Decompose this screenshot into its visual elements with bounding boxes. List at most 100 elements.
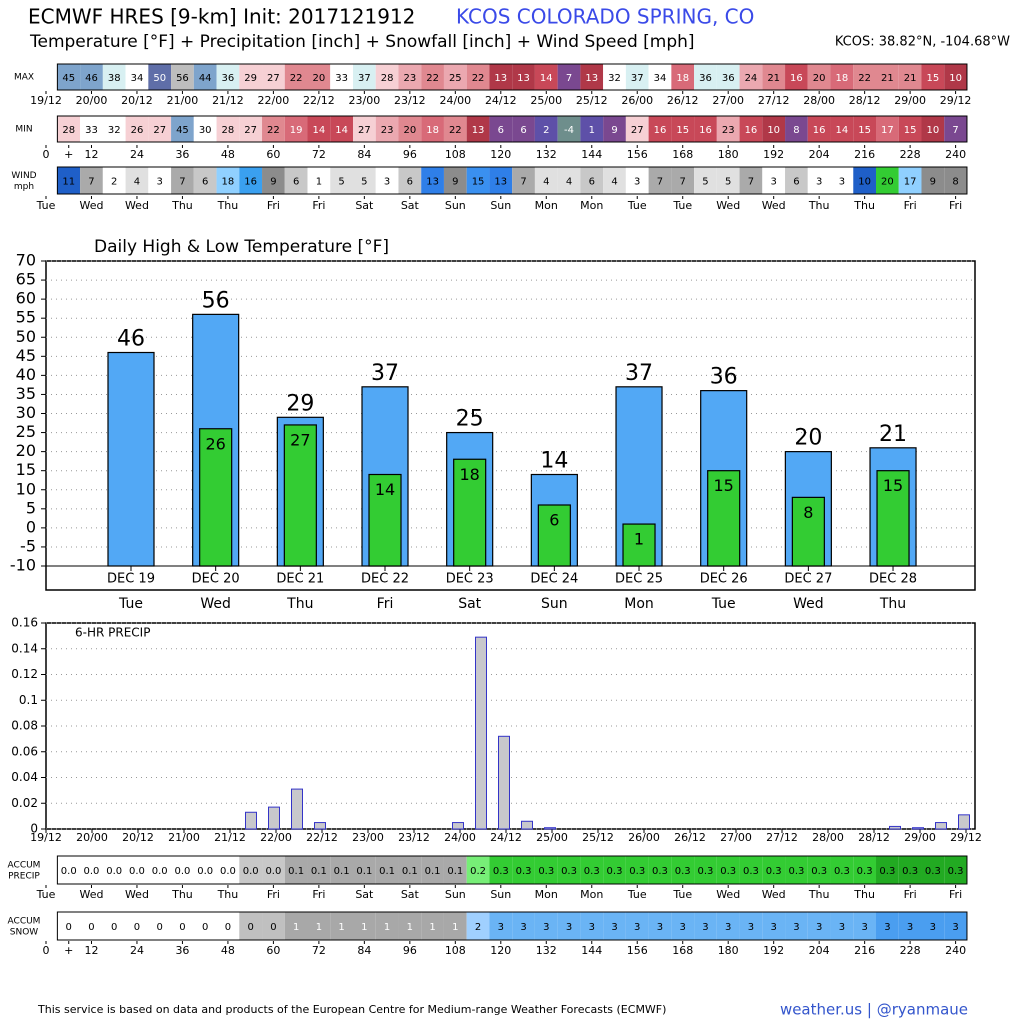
cell-label: 0.3 — [948, 866, 964, 877]
y-tick-label: 20 — [16, 441, 36, 460]
time-label: 120 — [490, 944, 511, 957]
cell-label: 3 — [634, 922, 640, 933]
cell-label: 22 — [290, 73, 303, 84]
y-tick-label: 0 — [26, 517, 36, 536]
strip-cell — [534, 856, 558, 884]
cell-label: 13 — [426, 177, 439, 188]
cell-label: 16 — [699, 125, 712, 136]
strip-cell — [898, 116, 922, 142]
cell-label: 0 — [270, 922, 276, 933]
strip-label: ACCUM — [8, 917, 41, 927]
cell-label: 0.3 — [879, 866, 895, 877]
cell-label: 22 — [858, 73, 871, 84]
strip-cell — [148, 116, 172, 142]
cell-label: 0.3 — [538, 866, 554, 877]
strip-cell — [557, 64, 581, 90]
strip-cell — [421, 64, 444, 90]
x-tick-label: DEC 25 — [615, 572, 663, 587]
time-label: Mon — [580, 199, 603, 212]
x-tick-label: 22/12 — [306, 831, 338, 844]
cell-label: 18 — [222, 177, 235, 188]
time-label: Wed — [716, 888, 740, 901]
cell-label: 16 — [745, 125, 758, 136]
strip-cell — [489, 64, 513, 90]
cell-label: 0.3 — [675, 866, 691, 877]
strip-cell — [398, 64, 422, 90]
bar — [622, 523, 656, 567]
cell-label: 23 — [403, 73, 416, 84]
cell-label: 14 — [836, 125, 849, 136]
time-label: 27/00 — [712, 94, 744, 107]
cell-label: 36 — [222, 73, 235, 84]
cell-label: 0.3 — [857, 866, 873, 877]
chart-title: 6-HR PRECIP — [75, 626, 150, 640]
strip-cell — [876, 116, 899, 142]
cell-label: 15 — [858, 125, 871, 136]
time-label: 22/12 — [303, 94, 335, 107]
strip-cell — [398, 912, 422, 940]
time-label: 24/00 — [439, 94, 471, 107]
y-tick-label: 15 — [16, 460, 36, 479]
cell-label: 3 — [725, 922, 731, 933]
x-tick-label: DEC 20 — [192, 572, 240, 587]
time-label: Fri — [267, 888, 280, 901]
cell-label: 0.1 — [425, 866, 441, 877]
cell-label: 18 — [676, 73, 689, 84]
value-label: 26 — [205, 434, 225, 453]
strip-cell — [898, 167, 922, 194]
value-label: 15 — [883, 476, 903, 495]
time-label: 240 — [945, 944, 966, 957]
time-label: 28/12 — [849, 94, 881, 107]
time-label: Tue — [627, 199, 647, 212]
cell-label: 0.3 — [493, 866, 509, 877]
time-label: Sun — [445, 888, 466, 901]
value-label: 1 — [634, 530, 644, 549]
strip-cell — [171, 64, 194, 90]
cell-label: 37 — [358, 73, 371, 84]
y-tick-label: 0.06 — [11, 744, 38, 758]
time-label: 22/00 — [258, 94, 290, 107]
cell-label: 6 — [202, 177, 208, 188]
strip-frame — [56, 911, 968, 941]
cell-label: 0 — [225, 922, 231, 933]
strip-cell — [216, 116, 240, 142]
strip-cell — [125, 64, 149, 90]
strip-cell — [853, 912, 877, 940]
strip-cell — [512, 167, 535, 194]
strip-cell — [853, 856, 877, 884]
strip-cell — [307, 167, 331, 194]
strip-cell — [716, 912, 740, 940]
strip-unit: mph — [14, 182, 34, 192]
strip-cell — [262, 856, 285, 884]
strip-cell — [944, 116, 967, 142]
strip-cell — [102, 856, 126, 884]
time-label: Thu — [217, 199, 239, 212]
x-tick-label: 24/12 — [490, 831, 522, 844]
strip-cell — [443, 856, 467, 884]
strip-frame — [56, 166, 968, 195]
cell-label: 30 — [199, 125, 212, 136]
cell-label: 3 — [816, 177, 822, 188]
strip-cell — [284, 116, 308, 142]
strip-cell — [262, 912, 285, 940]
cell-label: 17 — [881, 125, 894, 136]
strip-cell — [762, 856, 786, 884]
strip-cell — [944, 167, 967, 194]
strip-cell — [171, 912, 194, 940]
strip-cell — [830, 856, 854, 884]
cell-label: 32 — [108, 125, 121, 136]
time-label: Thu — [808, 199, 830, 212]
strip-cell — [352, 856, 376, 884]
cell-label: 13 — [472, 125, 485, 136]
time-label: 132 — [536, 944, 557, 957]
strip-cell — [625, 64, 649, 90]
strip-cell — [171, 116, 194, 142]
y-tick-label: 25 — [16, 422, 36, 441]
strip-cell — [284, 856, 308, 884]
bar — [791, 496, 825, 567]
plot-frame — [45, 260, 976, 591]
cell-label: 0.1 — [356, 866, 372, 877]
cell-label: 1 — [452, 922, 458, 933]
cell-label: 3 — [589, 922, 595, 933]
credit: This service is based on data and produc… — [37, 1003, 666, 1016]
